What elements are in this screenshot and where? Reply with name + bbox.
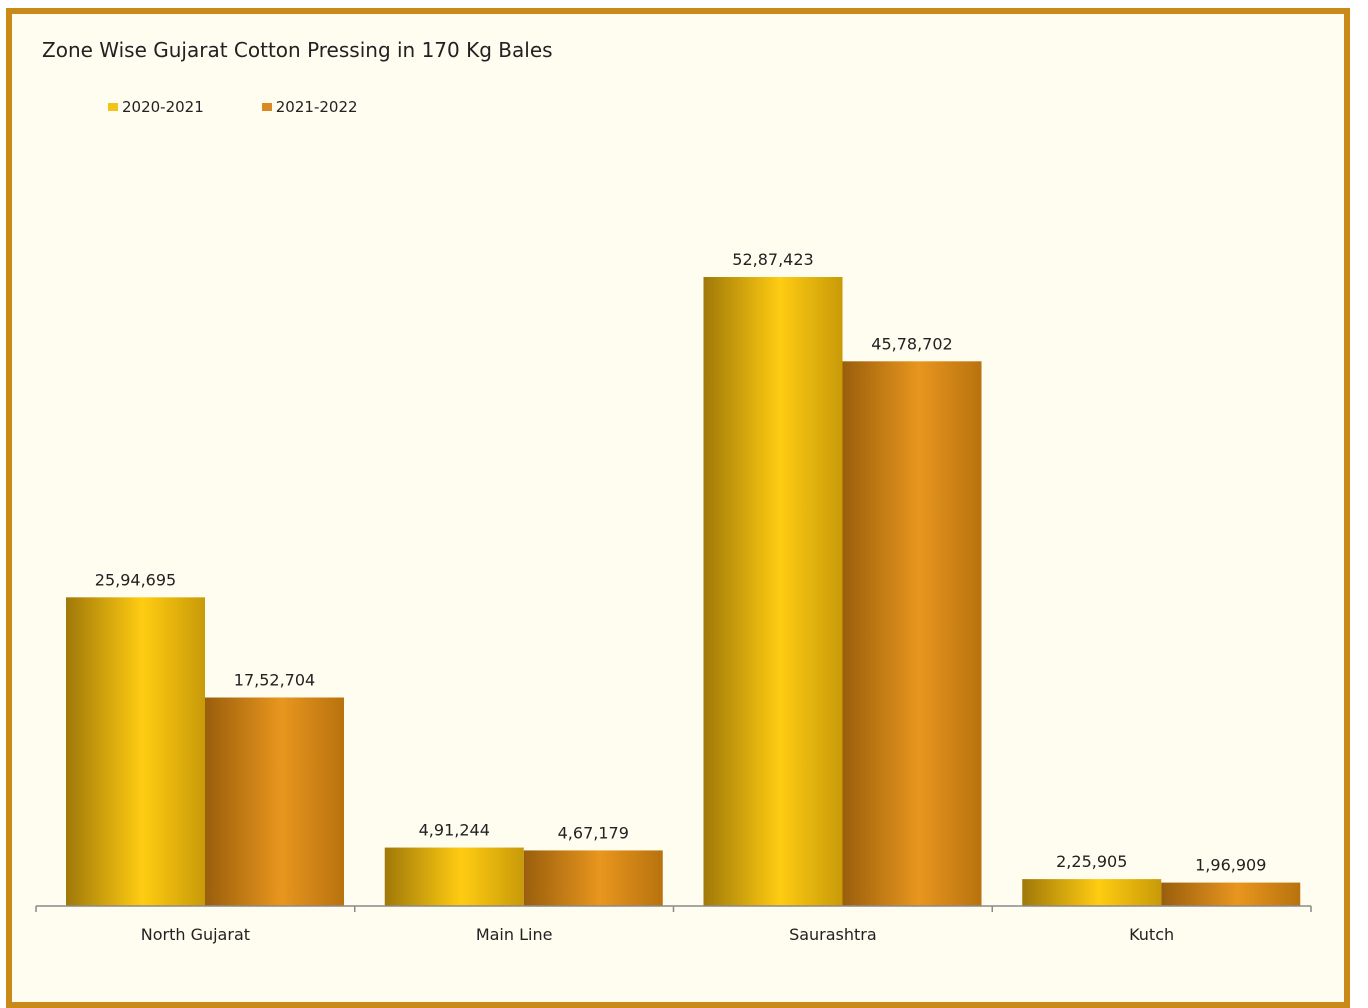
data-label-kutch-series-2: 1,96,909 [1195, 856, 1266, 875]
legend-label-series-1: 2020-2021 [122, 98, 204, 116]
legend-swatch-series-1 [108, 103, 118, 111]
bar-north-gujarat-series-1 [66, 597, 205, 906]
bar-main-line-series-1 [384, 847, 524, 906]
legend-item-series-1: 2020-2021 [108, 98, 204, 116]
bar-north-gujarat-series-2 [205, 697, 344, 906]
legend-swatch-series-2 [261, 103, 272, 111]
x-tick-label-kutch: Kutch [1129, 925, 1174, 944]
data-label-north-gujarat-series-2: 17,52,704 [234, 670, 315, 689]
bar-kutch-series-1 [1022, 879, 1162, 906]
data-label-main-line-series-1: 4,91,244 [419, 821, 490, 840]
bar-kutch-series-2 [1161, 882, 1301, 906]
legend-label-series-2: 2021-2022 [275, 98, 358, 116]
data-label-north-gujarat-series-1: 25,94,695 [95, 570, 176, 589]
chart-title: Zone Wise Gujarat Cotton Pressing in 170… [42, 38, 553, 62]
x-tick-label-north-gujarat: North Gujarat [141, 925, 250, 944]
x-tick-label-saurashtra: Saurashtra [789, 925, 877, 944]
data-label-saurashtra-series-1: 52,87,423 [732, 250, 813, 269]
bar-main-line-series-2 [523, 850, 663, 906]
data-label-main-line-series-2: 4,67,179 [558, 823, 629, 842]
bar-saurashtra-series-2 [842, 361, 982, 906]
chart-legend: 2020-2021 2021-2022 [108, 98, 358, 116]
legend-item-series-2: 2021-2022 [261, 98, 358, 116]
data-label-saurashtra-series-2: 45,78,702 [871, 334, 952, 353]
bar-saurashtra-series-1 [703, 277, 843, 906]
x-tick-label-main-line: Main Line [476, 925, 553, 944]
data-label-kutch-series-1: 2,25,905 [1056, 852, 1127, 871]
